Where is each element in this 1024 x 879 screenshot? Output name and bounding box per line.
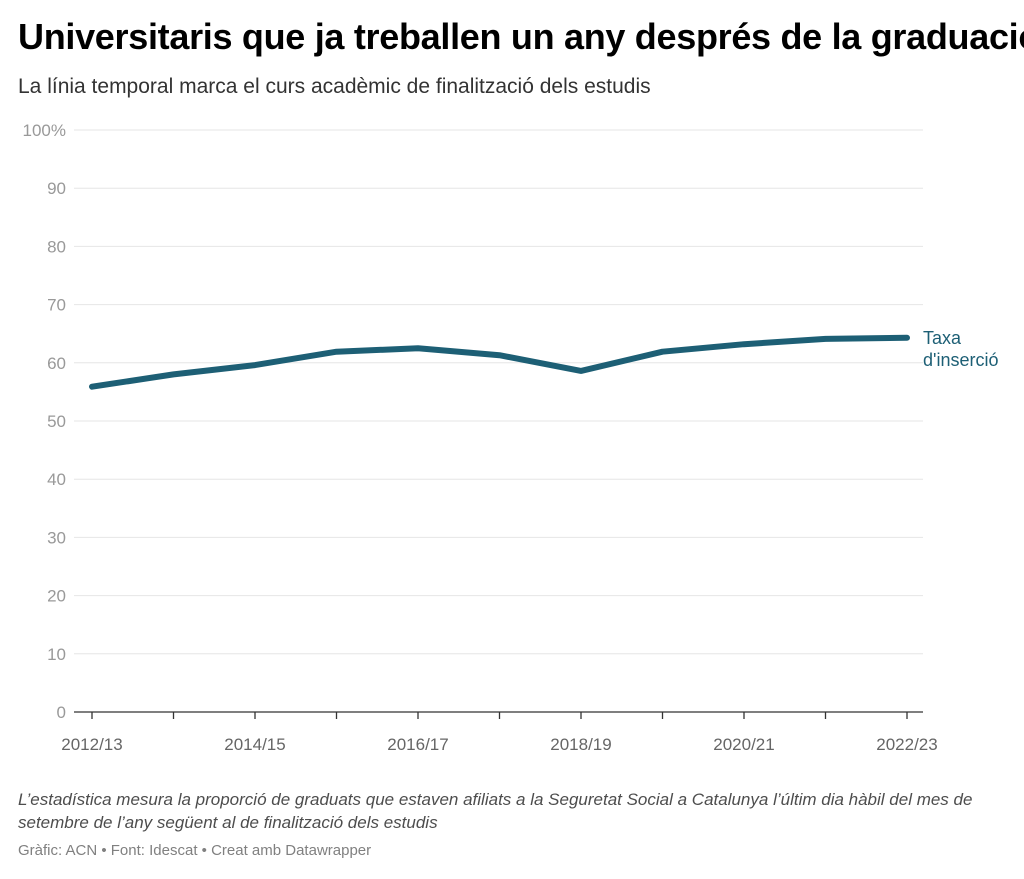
y-tick-label: 60 [47, 354, 66, 373]
series-layer [89, 334, 910, 390]
y-tick-label: 70 [47, 296, 66, 315]
y-tick-label: 10 [47, 645, 66, 664]
y-tick-label: 20 [47, 587, 66, 606]
chart-subtitle: La línia temporal marca el curs acadèmic… [18, 75, 651, 98]
x-tick-label: 2022/23 [876, 735, 937, 754]
gridlines [74, 129, 923, 655]
x-tick-label: 2016/17 [387, 735, 448, 754]
x-axis: 2012/13 2014/15 2016/17 2018/19 2020/21 2022/… [61, 711, 938, 754]
y-tick-label: 80 [47, 237, 66, 256]
series-line [89, 334, 910, 390]
chart-title: Universitaris que ja treballen un any de… [18, 16, 1024, 57]
y-axis-tick-labels: 0 10 20 30 40 50 60 70 80 90 100% [23, 121, 66, 722]
y-tick-label: 90 [47, 179, 66, 198]
x-tick-label: 2014/15 [224, 735, 285, 754]
y-tick-label: 40 [47, 470, 66, 489]
methodology-note: L’estadística mesura la proporció de gra… [18, 790, 973, 832]
y-tick-label: 50 [47, 412, 66, 431]
x-tick-label: 2018/19 [550, 735, 611, 754]
x-tick-label: 2020/21 [713, 735, 774, 754]
y-tick-label: 0 [57, 703, 66, 722]
x-tick-label: 2012/13 [61, 735, 122, 754]
source-credits: Gràfic: ACN • Font: Idescat • Creat amb … [18, 842, 372, 859]
y-tick-label: 30 [47, 528, 66, 547]
y-tick-label: 100% [23, 121, 66, 140]
series-label: d'inserció [923, 350, 998, 370]
series-label: Taxa [923, 328, 962, 348]
